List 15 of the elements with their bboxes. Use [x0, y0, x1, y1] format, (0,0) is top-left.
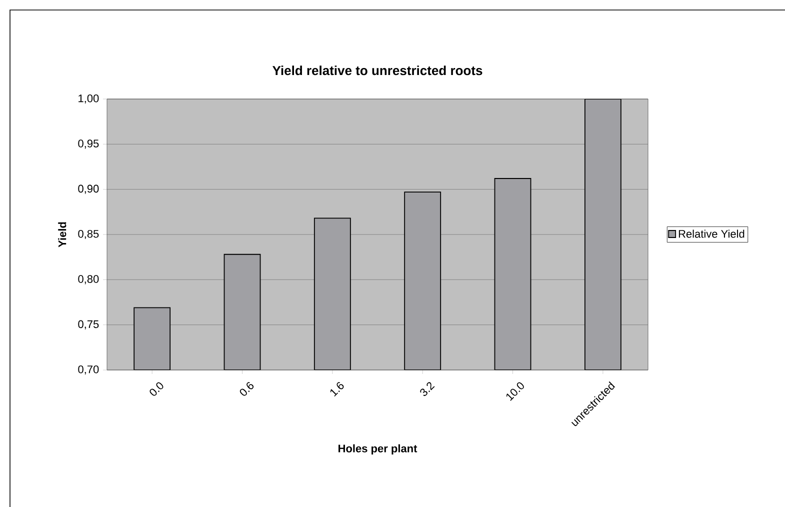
x-tick-label: 1.6	[330, 382, 344, 397]
legend-label: Relative Yield	[678, 230, 744, 238]
y-tick-label: 0,90	[78, 184, 99, 194]
x-tick-label: 0.6	[240, 382, 254, 396]
x-tick-label: 0.0	[150, 382, 164, 396]
y-tick-label: 0,80	[78, 275, 99, 284]
chart-title: Yield relative to unrestricted roots	[272, 66, 482, 76]
y-tick-label: 0,95	[78, 140, 99, 149]
y-tick-label: 0,75	[78, 320, 99, 330]
y-tick-label: 1,00	[78, 94, 99, 104]
x-tick-label: 3.2	[420, 382, 435, 396]
y-tick-label: 0,85	[78, 230, 99, 240]
y-tick-label: 0,70	[78, 365, 99, 375]
y-axis-title: Yield	[58, 222, 66, 248]
x-axis-title: Holes per plant	[338, 444, 418, 455]
